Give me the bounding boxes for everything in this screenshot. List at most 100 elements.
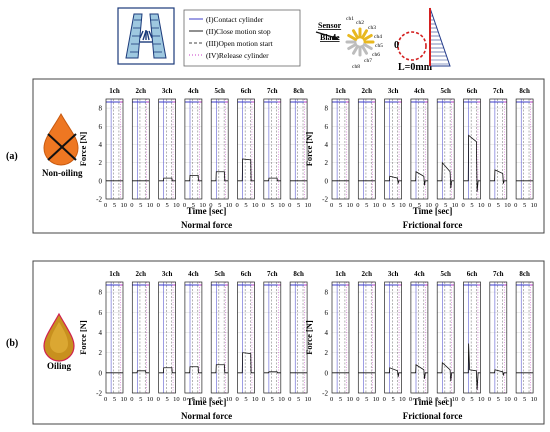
subplot-4ch: 4ch 0 5 10 — [409, 87, 432, 209]
subplot-4ch: 4ch 0 5 10 — [183, 87, 206, 209]
x-tick-label: 10 — [373, 202, 380, 209]
x-tick-label: 10 — [305, 202, 312, 209]
subplot-4ch: 4ch 0 5 10 — [409, 270, 432, 403]
panel-a-label: (a) — [6, 151, 18, 162]
x-tick-label: 0 — [409, 202, 412, 209]
subplot-1ch: 1ch 0 5 10 — [104, 87, 127, 209]
subplot-2ch: 2ch 0 5 10 — [130, 87, 153, 209]
y-tick-label: 4 — [325, 141, 329, 149]
channel-label-ch2: ch2 — [356, 20, 364, 26]
x-tick-label: 0 — [435, 396, 438, 403]
arrowhead-icon — [332, 35, 340, 40]
x-tick-label: 0 — [514, 396, 517, 403]
gripper-diagram — [117, 7, 175, 65]
y-tick-label: 8 — [99, 105, 103, 113]
channel-title: 1ch — [109, 270, 120, 278]
x-tick-label: 10 — [504, 396, 511, 403]
x-tick-label: 10 — [399, 396, 406, 403]
channel-title: 2ch — [136, 270, 147, 278]
trace-5ch — [437, 361, 455, 381]
channel-title: 4ch — [188, 270, 199, 278]
x-tick-label: 10 — [226, 396, 233, 403]
trace-5ch — [437, 161, 455, 189]
x-tick-label: 10 — [199, 202, 206, 209]
subplot-frame — [263, 281, 282, 394]
subplot-frame — [237, 98, 255, 200]
x-tick-label: 5 — [391, 396, 394, 403]
y-axis-label: Force [N] — [78, 320, 88, 355]
x-axis-label: Time [sec] — [187, 397, 227, 407]
x-tick-label: 5 — [165, 396, 168, 403]
channel-title: 6ch — [241, 270, 252, 278]
channel-title: 6ch — [467, 270, 478, 278]
y-tick-label: -2 — [322, 390, 328, 398]
x-tick-label: 5 — [297, 202, 300, 209]
x-tick-label: 10 — [531, 202, 538, 209]
sensor-fan — [345, 27, 375, 57]
subplot-1ch: 1ch 0 5 10 — [330, 87, 353, 209]
channel-title: 8ch — [293, 87, 304, 95]
channel-label-ch1: ch1 — [346, 16, 354, 22]
legend-entry-release: (IV)Release cylinder — [206, 51, 269, 60]
oiling-label: Oiling — [47, 361, 72, 371]
trace-7ch — [263, 371, 281, 374]
channel-title: 2ch — [362, 87, 373, 95]
fan-blade — [361, 44, 368, 55]
trace-3ch — [158, 367, 176, 374]
x-tick-label: 10 — [504, 202, 511, 209]
x-tick-label: 0 — [409, 396, 412, 403]
y-tick-label: 2 — [99, 159, 103, 167]
y-tick-label: 8 — [325, 105, 329, 113]
subplot-8ch: 8ch 0 5 10 — [288, 270, 311, 403]
blade-title: Blade — [320, 33, 340, 42]
legend-entry-contact: (I)Contact cylinder — [206, 15, 264, 24]
y-tick-label: 8 — [99, 289, 103, 297]
fan-blade — [352, 44, 359, 55]
y-tick-label: 4 — [99, 329, 103, 337]
channel-title: 2ch — [136, 87, 147, 95]
channel-title: 1ch — [335, 270, 346, 278]
channel-label-ch4: ch4 — [374, 34, 382, 40]
x-tick-label: 10 — [147, 396, 154, 403]
subplot-frame — [515, 98, 534, 200]
channel-title: 4ch — [188, 87, 199, 95]
x-tick-label: 5 — [523, 202, 526, 209]
blade-icon — [429, 7, 451, 67]
channel-label-ch3: ch3 — [368, 25, 376, 31]
trace-7ch — [263, 177, 281, 182]
chart-subtitle: Frictional force — [403, 411, 463, 421]
fan-blade — [352, 29, 359, 40]
x-tick-label: 10 — [425, 202, 432, 209]
y-tick-label: 8 — [325, 289, 329, 297]
x-tick-label: 0 — [462, 202, 465, 209]
channel-title: 8ch — [519, 270, 530, 278]
subplot-frame — [210, 98, 229, 200]
x-tick-label: 5 — [113, 202, 116, 209]
panel-b-frame — [32, 260, 545, 425]
trace-3ch — [384, 175, 402, 184]
x-tick-label: 0 — [130, 202, 133, 209]
subplot-frame — [436, 281, 455, 394]
x-tick-label: 10 — [147, 202, 154, 209]
x-tick-label: 5 — [244, 396, 247, 403]
subplot-frame — [436, 98, 455, 200]
legend-entry-close: (II)Close motion stop — [206, 27, 271, 36]
x-tick-label: 0 — [236, 202, 239, 209]
channel-title: 8ch — [519, 87, 530, 95]
channel-title: 7ch — [493, 87, 504, 95]
chart-subtitle: Normal force — [181, 220, 232, 230]
x-tick-label: 0 — [514, 202, 517, 209]
x-tick-label: 0 — [236, 396, 239, 403]
subplot-7ch: 7ch 0 5 10 — [262, 87, 285, 209]
y-tick-label: 0 — [325, 369, 329, 377]
x-tick-label: 10 — [121, 202, 128, 209]
x-tick-label: 0 — [157, 396, 160, 403]
x-tick-label: 10 — [531, 396, 538, 403]
y-tick-label: -2 — [96, 196, 102, 204]
y-tick-label: 6 — [99, 309, 103, 317]
subplot-3ch: 3ch 0 5 10 — [157, 87, 180, 209]
cylinder-icon — [139, 30, 153, 43]
